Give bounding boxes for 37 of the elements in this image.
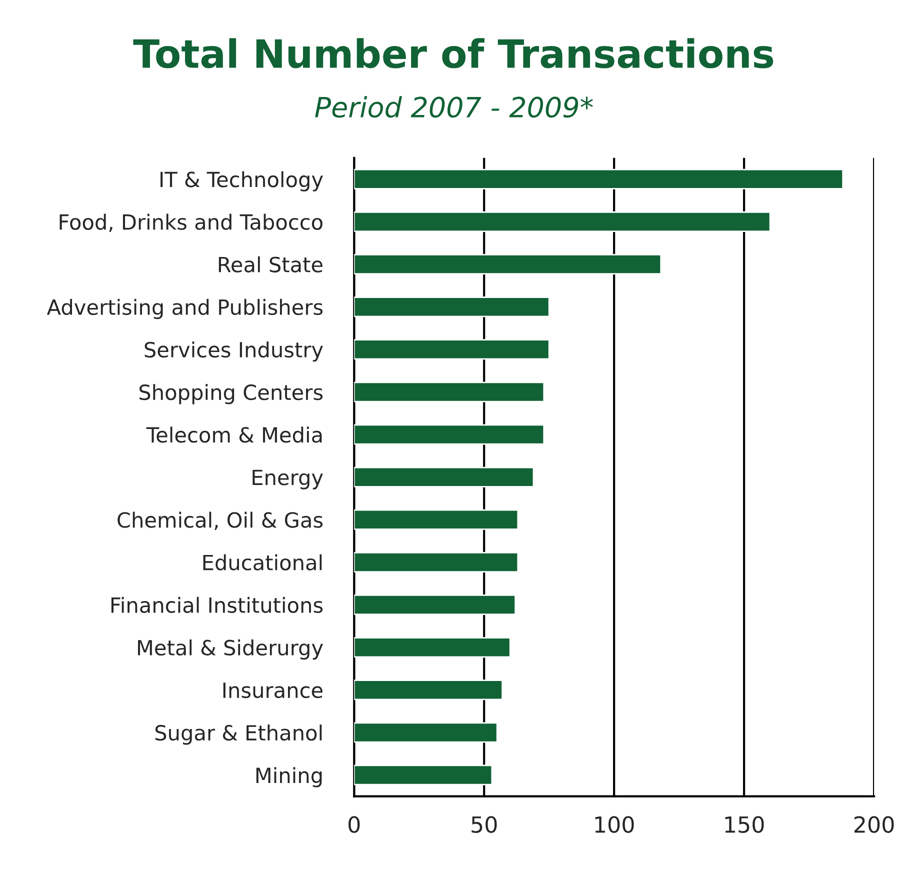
bar [354,552,519,572]
y-tick-label: Services Industry [144,341,323,362]
y-tick-label: Sugar & Ethanol [155,724,322,745]
bar [354,764,493,786]
chart-title: Total Number of Transactions [133,38,774,68]
y-tick-label: Financial Institutions [111,596,323,613]
x-tick-label: 50 [472,816,497,833]
x-tick-label: 100 [595,816,634,833]
y-tick-label: Real State [218,256,322,272]
bar [354,722,498,743]
bar [354,594,516,616]
y-tick-label: Energy [252,470,323,490]
bar [354,637,511,658]
y-tick-label: Educational [203,554,322,570]
chart-subtitle: Period 2007 - 2009* [315,96,593,118]
y-tick-label: Mining [256,767,322,788]
bar [354,466,534,488]
y-tick-label: IT & Technology [160,171,323,192]
y-tick-label: Insurance [223,682,322,698]
y-tick-label: Food, Drinks and Tabocco [60,214,322,232]
bar [354,424,545,445]
bar [354,296,550,318]
y-tick-label: Shopping Centers [140,384,323,404]
y-tick-label: Chemical, Oil & Gas [118,512,323,530]
bar [354,211,771,232]
bar [354,680,503,700]
y-tick-label: Telecom & Media [146,426,322,443]
bar [354,382,545,402]
bar [354,339,550,360]
y-tick-label: Advertising and Publishers [46,298,323,320]
x-tick-label: 200 [854,816,894,833]
x-tick-label: 0 [348,816,360,833]
bar [354,509,519,530]
y-tick-label: Metal & Siderurgy [138,639,323,660]
bar [354,168,844,190]
bar [354,254,662,275]
x-tick-label: 150 [725,816,764,833]
